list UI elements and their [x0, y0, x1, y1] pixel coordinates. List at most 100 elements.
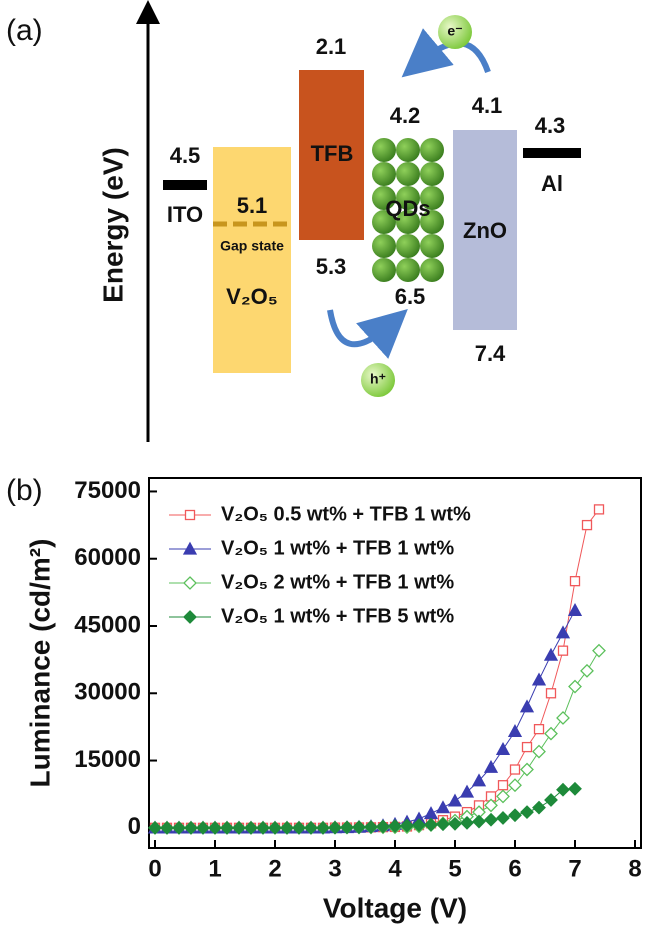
quantum-dot: [396, 186, 420, 210]
marker: [543, 647, 559, 661]
x-tick-label: 5: [448, 855, 461, 882]
quantum-dot: [396, 258, 420, 282]
layer-name: V₂O₅: [226, 284, 278, 309]
marker: [352, 820, 366, 835]
v2o5-box: [213, 147, 291, 373]
marker: [400, 818, 414, 833]
quantum-dot: [420, 258, 444, 282]
x-tick-label: 8: [628, 855, 641, 882]
hole-arrow: [327, 308, 408, 359]
marker: [507, 724, 523, 738]
y-tick-label: 15000: [74, 746, 141, 773]
level-label: 7.4: [475, 341, 506, 366]
quantum-dot: [420, 186, 444, 210]
quantum-dot: [420, 138, 444, 162]
marker: [424, 817, 438, 832]
marker: [592, 643, 606, 658]
legend-label: V₂O₅ 1 wt% + TFB 1 wt%: [221, 537, 454, 559]
level-label: 4.3: [535, 113, 566, 138]
quantum-dot: [372, 162, 396, 186]
zno-box: [453, 130, 517, 330]
level-label: 5.1: [237, 193, 268, 218]
marker: [160, 820, 174, 835]
x-tick-label: 3: [328, 855, 341, 882]
quantum-dot: [420, 162, 444, 186]
electron-ball: [438, 15, 472, 49]
marker: [556, 782, 570, 797]
legend-label: V₂O₅ 0.5 wt% + TFB 1 wt%: [221, 503, 471, 525]
marker: [232, 820, 246, 835]
marker: [544, 793, 558, 807]
marker: [520, 762, 534, 777]
marker: [557, 645, 569, 656]
marker: [533, 724, 545, 735]
marker: [508, 808, 522, 823]
electron-label: e⁻: [447, 23, 462, 39]
marker: [459, 784, 475, 798]
marker: [471, 773, 487, 787]
marker: [593, 504, 605, 515]
marker: [304, 820, 318, 835]
marker: [182, 541, 198, 555]
marker: [545, 688, 557, 699]
quantum-dot: [372, 210, 396, 234]
marker: [555, 625, 571, 639]
layer-name: Al: [541, 171, 563, 196]
level-label: 4.2: [390, 103, 421, 128]
level-label: 6.5: [395, 284, 426, 309]
marker: [220, 820, 234, 835]
quantum-dot: [396, 210, 420, 234]
y-tick-label: 75000: [74, 477, 141, 504]
marker: [184, 509, 196, 521]
marker: [148, 820, 162, 835]
quantum-dot: [372, 234, 396, 258]
marker: [544, 726, 558, 741]
tfb-box: [299, 70, 364, 240]
x-tick-label: 2: [268, 855, 281, 882]
y-tick-label: 60000: [74, 544, 141, 571]
quantum-dot: [420, 210, 444, 234]
marker: [423, 806, 439, 820]
legend-label: V₂O₅ 1 wt% + TFB 5 wt%: [221, 605, 454, 627]
marker: [568, 679, 582, 694]
series-line: [155, 610, 576, 829]
quantum-dot: [372, 258, 396, 282]
marker: [280, 820, 294, 835]
marker: [208, 820, 222, 835]
level-label: 2.1: [316, 34, 347, 59]
gap-state-label: Gap state: [220, 238, 284, 254]
marker: [484, 812, 498, 827]
marker: [568, 781, 582, 796]
x-tick-label: 7: [568, 855, 581, 882]
layer-name: ITO: [167, 202, 203, 227]
marker: [569, 576, 581, 587]
marker: [484, 798, 498, 813]
marker: [496, 811, 510, 825]
marker: [316, 820, 330, 835]
hole-ball: [361, 363, 395, 397]
quantum-dot: [372, 186, 396, 210]
plot-frame: [148, 477, 642, 849]
marker: [519, 699, 535, 713]
marker: [495, 741, 511, 755]
quantum-dots: [372, 138, 444, 282]
axis-label: Energy (eV): [97, 147, 128, 303]
marker: [292, 820, 306, 835]
marker: [364, 820, 378, 834]
x-tick-label: 1: [208, 855, 221, 882]
al-level: [523, 148, 581, 158]
panel-label: (a): [6, 14, 43, 47]
marker: [196, 820, 210, 835]
layer-name: TFB: [311, 141, 354, 166]
legend-label: V₂O₅ 2 wt% + TFB 1 wt%: [221, 571, 454, 593]
y-tick-label: 30000: [74, 679, 141, 706]
series-line: [155, 788, 576, 829]
marker: [483, 759, 499, 773]
level-label: 4.1: [472, 93, 503, 118]
marker: [532, 800, 546, 815]
marker: [376, 819, 390, 834]
energy-diagram: (a) Energy (eV) 4.5 ITO 5.1 Gap state V₂…: [6, 0, 581, 442]
marker: [388, 819, 402, 833]
marker: [183, 576, 197, 590]
